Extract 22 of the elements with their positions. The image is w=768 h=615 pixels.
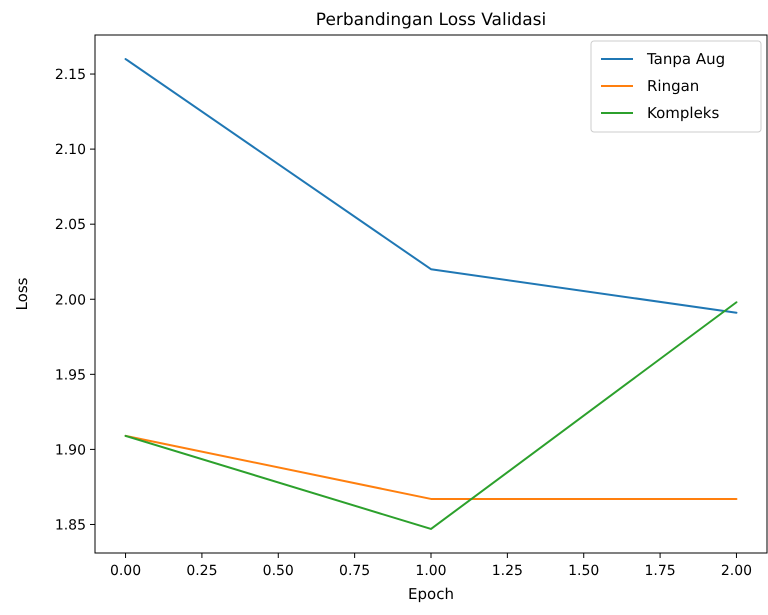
x-tick-label: 0.00 <box>110 563 142 579</box>
x-tick-label: 0.25 <box>186 563 218 579</box>
y-tick-label: 2.15 <box>54 67 86 84</box>
y-axis-title: Loss <box>13 277 31 310</box>
x-axis-title: Epoch <box>408 585 454 603</box>
y-tick-label: 1.90 <box>54 442 86 458</box>
x-tick-label: 1.50 <box>568 563 600 579</box>
y-tick-label: 1.85 <box>54 517 86 534</box>
x-tick-label: 1.00 <box>415 563 447 579</box>
x-tick-label: 0.75 <box>339 563 370 579</box>
x-tick-label: 2.00 <box>720 563 752 579</box>
x-tick-label: 1.25 <box>492 563 523 579</box>
legend-label: Tanpa Aug <box>646 50 726 68</box>
x-tick-label: 0.50 <box>262 563 294 579</box>
x-tick-label: 1.75 <box>644 563 676 579</box>
legend-label: Ringan <box>647 77 700 95</box>
y-tick-label: 1.95 <box>54 367 86 384</box>
chart-title: Perbandingan Loss Validasi <box>316 10 546 30</box>
y-tick-label: 2.05 <box>54 217 86 234</box>
y-tick-label: 2.10 <box>54 142 86 158</box>
y-tick-label: 2.00 <box>54 292 86 308</box>
legend-label: Kompleks <box>647 104 720 122</box>
